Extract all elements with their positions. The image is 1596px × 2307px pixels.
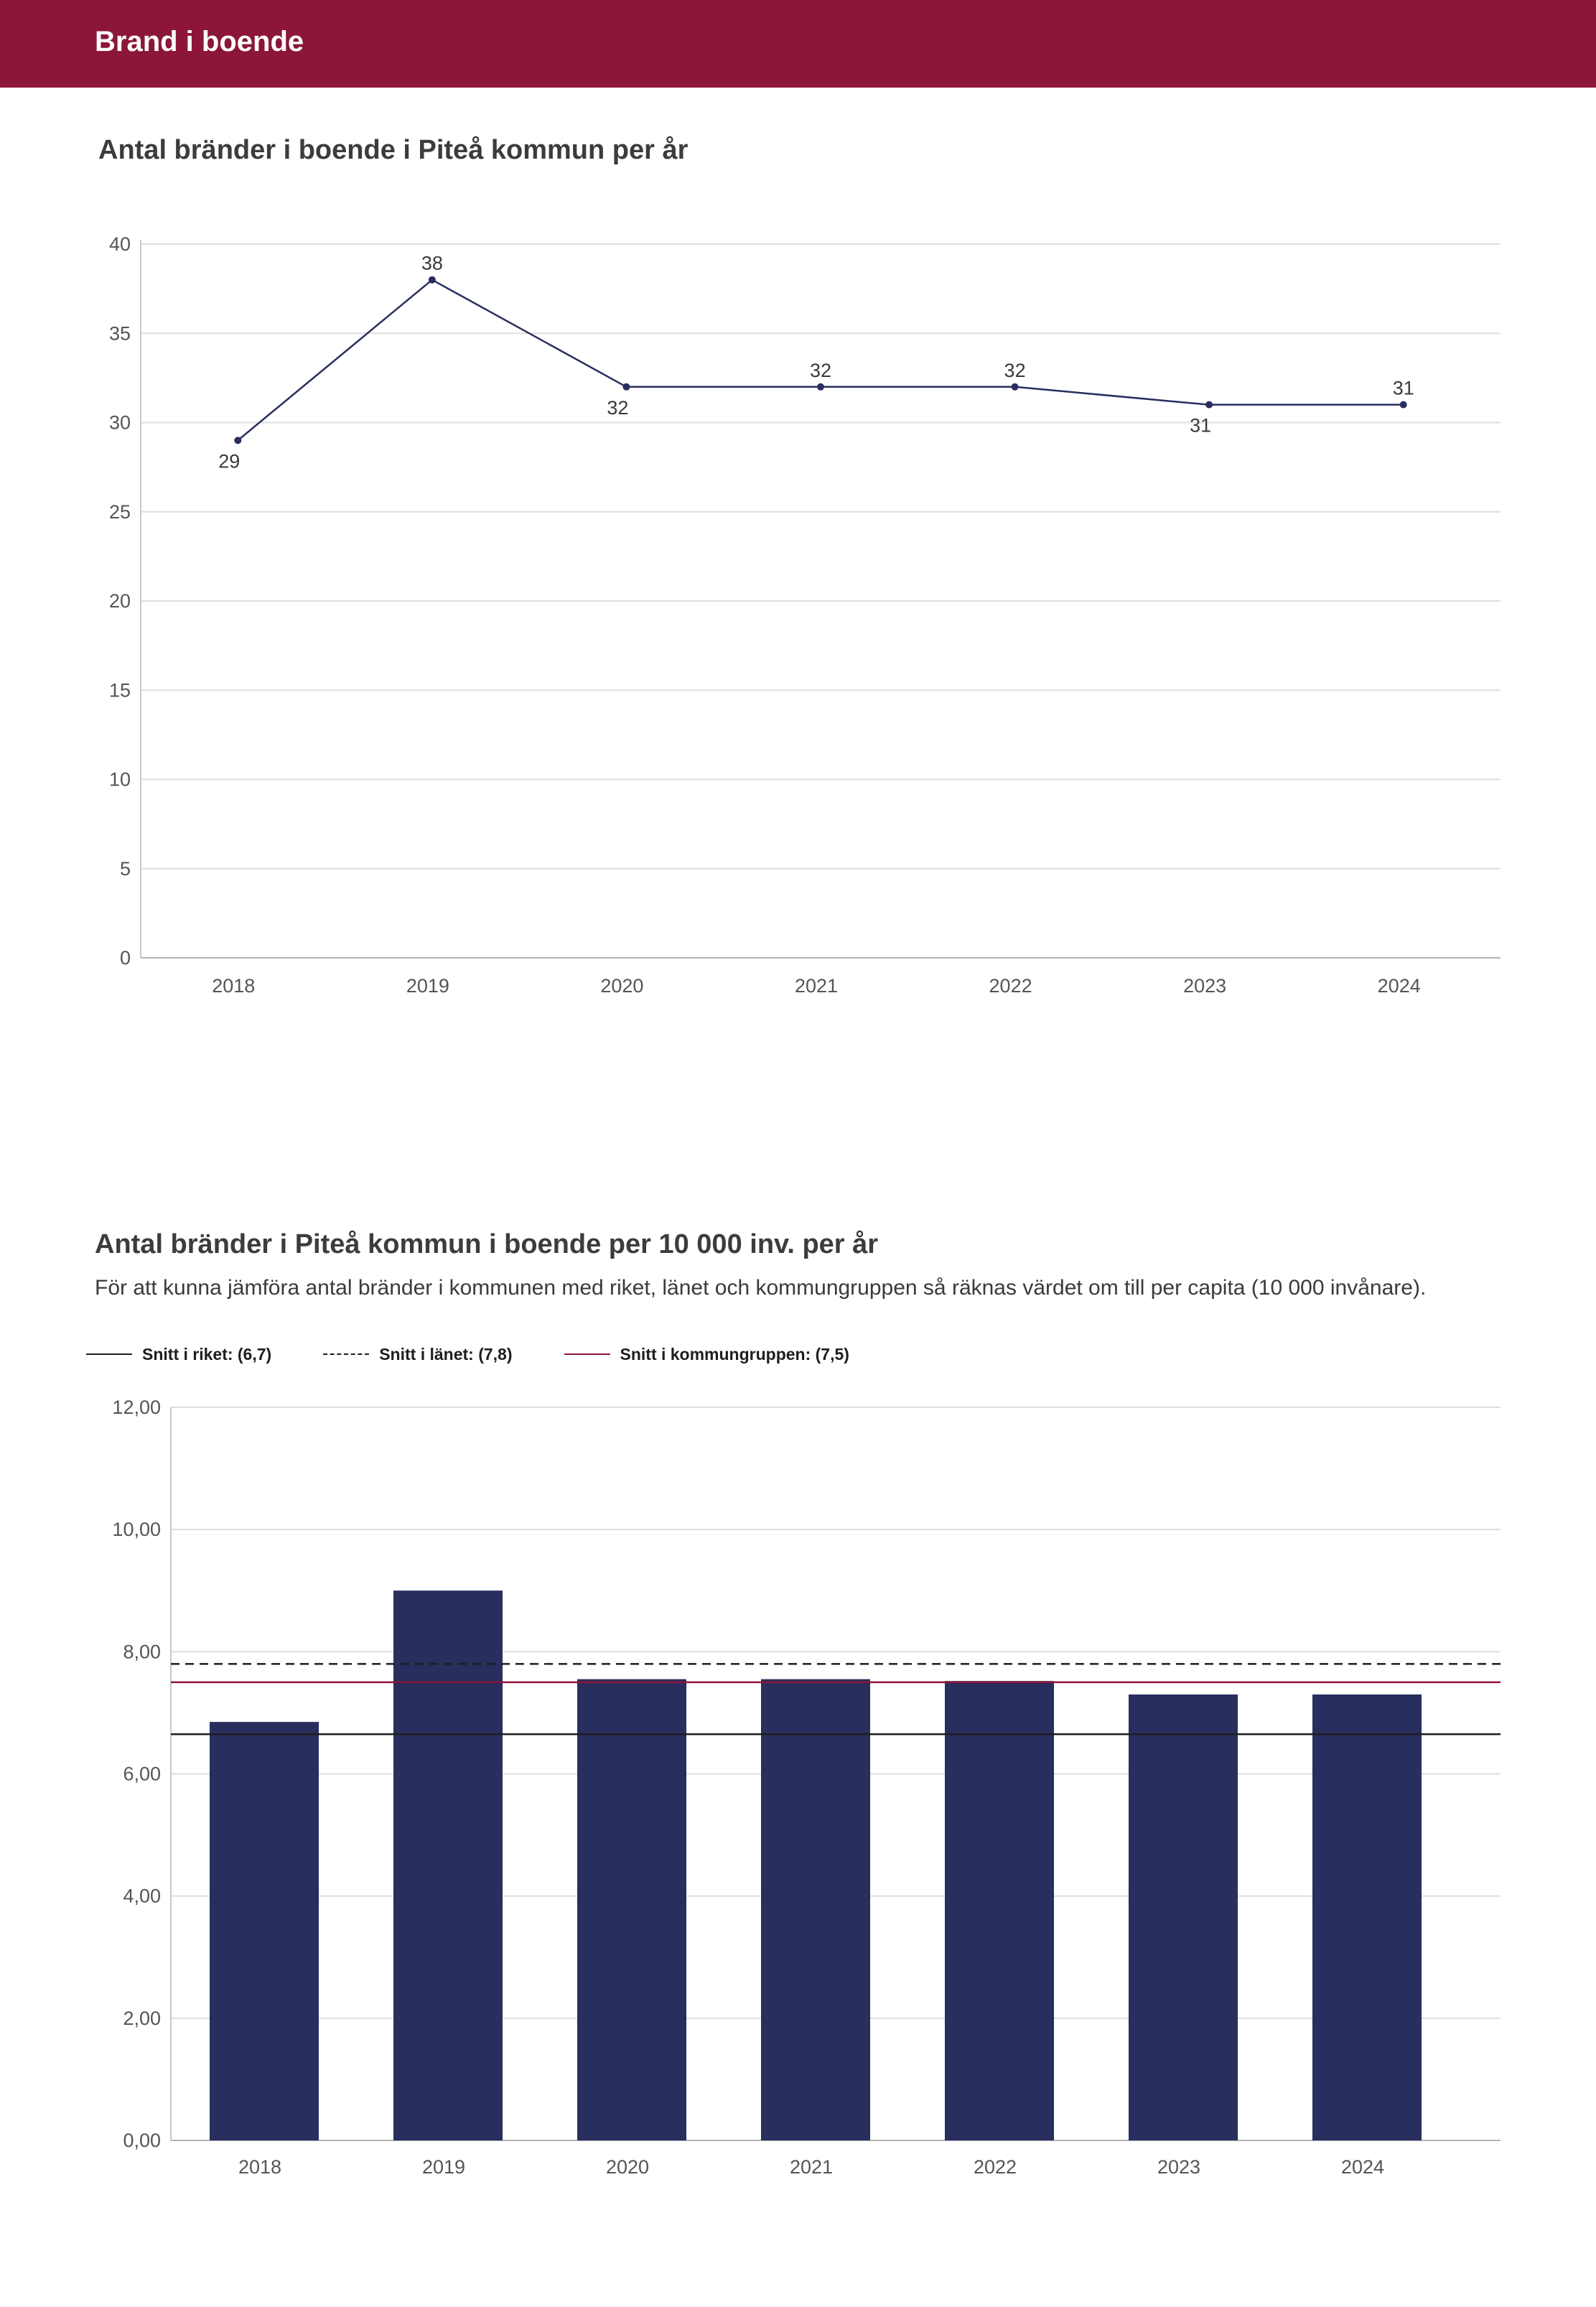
data-point: [428, 276, 436, 284]
x-tick-label: 2023: [1183, 975, 1226, 997]
x-tick-label: 2024: [1378, 975, 1421, 997]
legend-line-riket: [86, 1353, 132, 1355]
data-label: 32: [810, 360, 831, 381]
page-title: Brand i boende: [95, 26, 304, 57]
x-tick-label: 2018: [212, 975, 255, 997]
y-tick-label: 10: [109, 769, 131, 791]
bar: [210, 1722, 319, 2140]
x-tick-label: 2024: [1341, 2156, 1384, 2178]
data-point: [1205, 401, 1213, 409]
y-tick-label: 10,00: [112, 1519, 161, 1540]
bar: [1129, 1694, 1238, 2140]
bar: [577, 1679, 686, 2140]
bar: [945, 1681, 1054, 2140]
y-tick-label: 0,00: [123, 2130, 161, 2151]
x-tick-label: 2020: [606, 2156, 649, 2178]
data-label: 31: [1393, 378, 1414, 399]
y-tick-label: 6,00: [123, 1763, 161, 1785]
y-tick-label: 20: [109, 590, 131, 612]
data-label: 32: [1004, 360, 1026, 381]
y-tick-label: 4,00: [123, 1886, 161, 1907]
data-point: [234, 437, 242, 444]
y-tick-label: 40: [109, 233, 131, 255]
bar-chart: 0,00 2,00 4,00 6,00 8,00 10,00 12,00 2018 2019 20…: [112, 1397, 1501, 2178]
y-tick-label: 15: [109, 679, 131, 701]
y-tick-label: 8,00: [123, 1641, 161, 1662]
legend-item-kommungrupp: Snitt i kommungruppen: (7,5): [564, 1345, 849, 1364]
legend-item-riket: Snitt i riket: (6,7): [86, 1345, 271, 1364]
legend-label-lanet: Snitt i länet: (7,8): [379, 1344, 513, 1364]
legend-label-riket: Snitt i riket: (6,7): [142, 1344, 272, 1364]
x-tick-label: 2023: [1157, 2156, 1200, 2178]
x-tick-label: 2019: [406, 975, 449, 997]
y-tick-label: 35: [109, 322, 131, 344]
legend-item-lanet: Snitt i länet: (7,8): [323, 1344, 513, 1364]
data-point: [817, 383, 824, 391]
y-tick-label: 0: [120, 947, 131, 969]
line-chart: 0 5 10 15 20 25 30 35 40 2018 2019 2020 2021 2022 2023…: [109, 233, 1501, 997]
data-point: [1011, 383, 1019, 391]
bar: [761, 1679, 870, 2140]
x-tick-label: 2019: [422, 2156, 465, 2178]
x-tick-label: 2021: [795, 975, 838, 997]
legend-line-kommungrupp: [564, 1353, 610, 1355]
bar-chart-description: För att kunna jämföra antal bränder i ko…: [95, 1276, 1427, 1300]
data-label: 31: [1190, 415, 1211, 437]
y-tick-label: 5: [120, 858, 131, 880]
bar: [1312, 1694, 1422, 2140]
data-label: 32: [607, 397, 628, 419]
data-label: 29: [218, 450, 240, 472]
y-tick-label: 2,00: [123, 2008, 161, 2029]
y-tick-label: 25: [109, 501, 131, 523]
y-tick-label: 12,00: [112, 1397, 161, 1418]
data-point: [622, 383, 630, 391]
bar-chart-title: Antal bränder i Piteå kommun i boende pe…: [95, 1229, 879, 1259]
x-tick-label: 2022: [989, 975, 1032, 997]
header-bar: Brand i boende: [0, 0, 1596, 88]
data-point: [1399, 401, 1407, 409]
legend-line-lanet: [323, 1353, 370, 1355]
x-tick-label: 2021: [790, 2156, 833, 2178]
x-tick-label: 2022: [974, 2156, 1017, 2178]
legend-label-kommungrupp: Snitt i kommungruppen: (7,5): [620, 1344, 849, 1364]
x-tick-label: 2018: [238, 2156, 281, 2178]
y-tick-label: 30: [109, 412, 131, 434]
data-label: 38: [421, 253, 443, 274]
bar: [393, 1590, 503, 2140]
x-tick-label: 2020: [600, 975, 643, 997]
line-chart-title: Antal bränder i boende i Piteå kommun pe…: [98, 135, 689, 165]
bar-chart-legend: Snitt i riket: (6,7) Snitt i länet: (7,8…: [86, 1341, 901, 1367]
